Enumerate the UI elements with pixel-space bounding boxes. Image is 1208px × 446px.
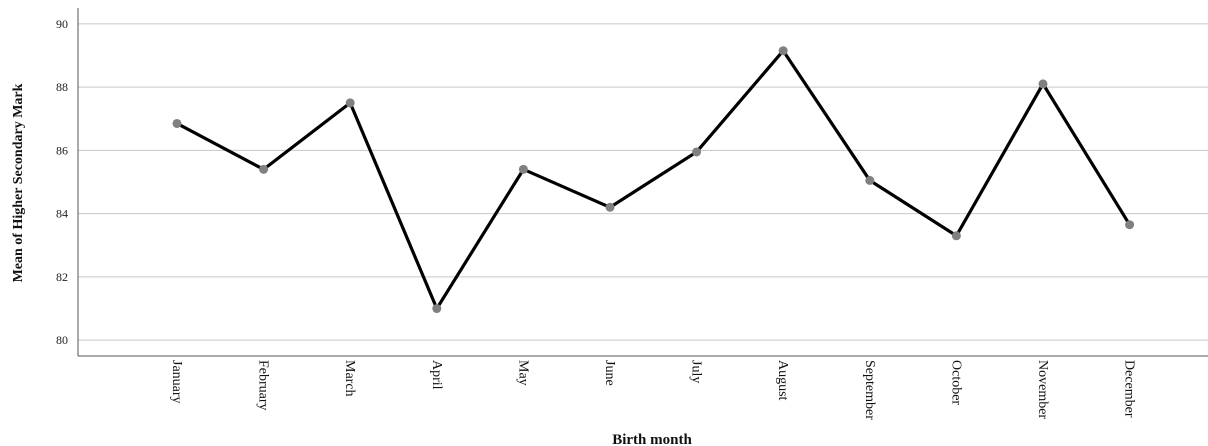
data-point	[1038, 79, 1048, 89]
y-tick-label: 88	[56, 80, 68, 94]
series-markers	[172, 46, 1135, 314]
data-point	[345, 98, 355, 108]
data-point	[1125, 220, 1135, 230]
data-point	[432, 304, 442, 314]
series-lines	[176, 48, 1131, 313]
x-tick-label: February	[256, 360, 271, 411]
x-tick-label: March	[342, 360, 357, 397]
x-tick-label: May	[515, 360, 530, 386]
y-tick-label: 80	[56, 333, 68, 347]
data-point	[778, 46, 788, 56]
y-tick-labels: 80 82 84 86 88 90	[56, 17, 68, 347]
x-tick-label: April	[429, 360, 444, 390]
y-tick-label: 82	[56, 270, 68, 284]
y-tick-label: 90	[56, 17, 68, 31]
axes	[77, 8, 1208, 357]
data-point	[518, 164, 528, 174]
x-tick-label: December	[1122, 360, 1137, 418]
x-tick-label: November	[1035, 360, 1050, 419]
y-tick-label: 84	[56, 207, 68, 221]
x-tick-label: October	[948, 360, 963, 405]
data-point	[259, 164, 269, 174]
data-point	[692, 147, 702, 157]
x-tick-label: August	[775, 360, 790, 401]
data-point	[605, 202, 615, 212]
data-point	[172, 118, 182, 128]
x-tick-label: January	[169, 360, 184, 404]
x-tick-label: September	[862, 360, 877, 420]
x-tick-label: June	[602, 360, 617, 386]
x-tick-label: July	[689, 360, 704, 383]
gridlines	[78, 23, 1208, 341]
x-axis-title: Birth month	[612, 432, 692, 446]
series-line	[176, 48, 1131, 313]
data-point	[951, 231, 961, 241]
data-point	[865, 175, 875, 185]
y-axis-title: Mean of Higher Secondary Mark	[11, 83, 26, 282]
x-category-labels: January February March April May June July Augu…	[169, 360, 1137, 420]
y-tick-label: 86	[56, 143, 68, 157]
